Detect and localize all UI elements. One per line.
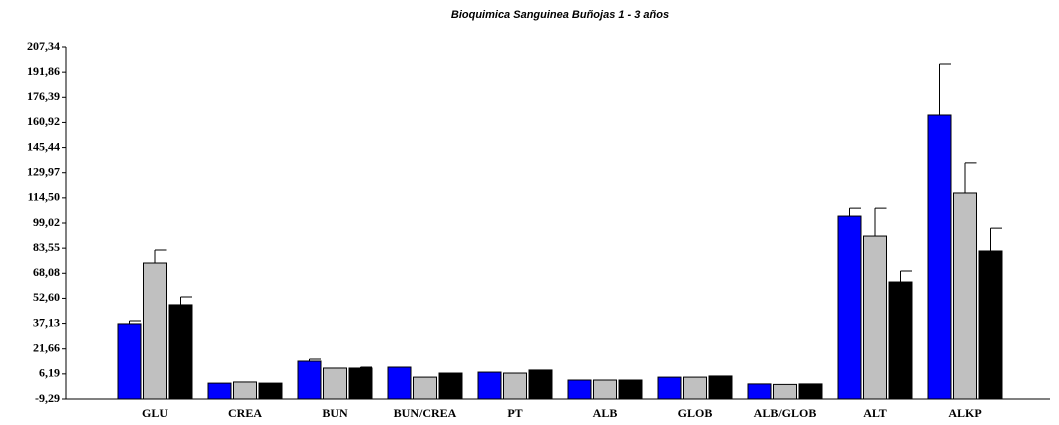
error-bar <box>990 227 1002 251</box>
bar <box>657 376 682 400</box>
x-tick-label: BUN <box>322 406 348 420</box>
bar <box>863 235 887 400</box>
x-tick-label: PT <box>507 406 522 420</box>
x-tick-label: BUN/CREA <box>394 406 457 420</box>
x-tick-label: ALB/GLOB <box>754 406 817 420</box>
y-tick-label: 129,97 <box>27 164 60 178</box>
bar <box>413 376 437 400</box>
bar <box>297 360 322 400</box>
bar <box>528 369 553 400</box>
error-bar <box>849 207 861 217</box>
y-tick-label: 68,08 <box>33 265 60 279</box>
bar <box>117 323 142 400</box>
x-tick-label: GLU <box>142 406 168 420</box>
x-tick-label: ALB <box>593 406 618 420</box>
bar <box>168 304 193 400</box>
y-tick-label: 6,19 <box>39 366 60 380</box>
bar <box>708 375 733 400</box>
bar <box>888 281 913 400</box>
bar <box>258 382 283 400</box>
y-tick-label: 176,39 <box>27 89 60 103</box>
error-bar <box>874 207 887 237</box>
y-tick-label: 99,02 <box>33 215 60 229</box>
bar <box>927 114 952 400</box>
error-bar <box>154 249 167 264</box>
bar <box>503 372 527 400</box>
x-tick-label: GLOB <box>678 406 713 420</box>
y-tick-label: 21,66 <box>33 340 60 354</box>
bar <box>798 383 823 400</box>
bar <box>953 192 977 400</box>
y-tick-label: -9,29 <box>35 391 60 405</box>
bar <box>143 262 167 400</box>
error-bar <box>900 270 912 283</box>
bar <box>593 379 617 400</box>
bar <box>438 372 463 400</box>
y-tick-label: 207,34 <box>27 39 60 53</box>
y-tick-label: 83,55 <box>33 240 60 254</box>
y-tick-label: 145,44 <box>27 139 60 153</box>
bar <box>837 215 862 400</box>
error-bar <box>309 358 321 361</box>
bar <box>387 366 412 400</box>
bar <box>207 382 232 400</box>
error-bar <box>360 366 372 368</box>
bar <box>618 379 643 400</box>
bar <box>683 376 707 400</box>
bar <box>348 367 373 400</box>
x-tick-label: ALKP <box>948 406 981 420</box>
y-tick-label: 114,50 <box>28 190 60 204</box>
bar <box>567 379 592 400</box>
x-tick-label: ALT <box>863 406 887 420</box>
y-tick-label: 52,60 <box>33 290 60 304</box>
bar <box>477 371 502 400</box>
y-tick-label: 191,86 <box>27 64 60 78</box>
bar <box>773 383 797 400</box>
x-tick-label: CREA <box>228 406 262 420</box>
bar <box>747 383 772 400</box>
y-tick-label: 160,92 <box>27 114 60 128</box>
chart-title: Bioquimica Sanguinea Buñojas 1 - 3 años <box>451 9 669 21</box>
error-bar <box>964 162 977 193</box>
y-tick-label: 37,13 <box>33 315 60 329</box>
error-bar <box>939 63 951 115</box>
error-bar <box>129 320 141 324</box>
error-bar <box>180 296 192 305</box>
bar <box>978 250 1003 400</box>
bar <box>233 381 257 400</box>
bar <box>323 367 347 400</box>
